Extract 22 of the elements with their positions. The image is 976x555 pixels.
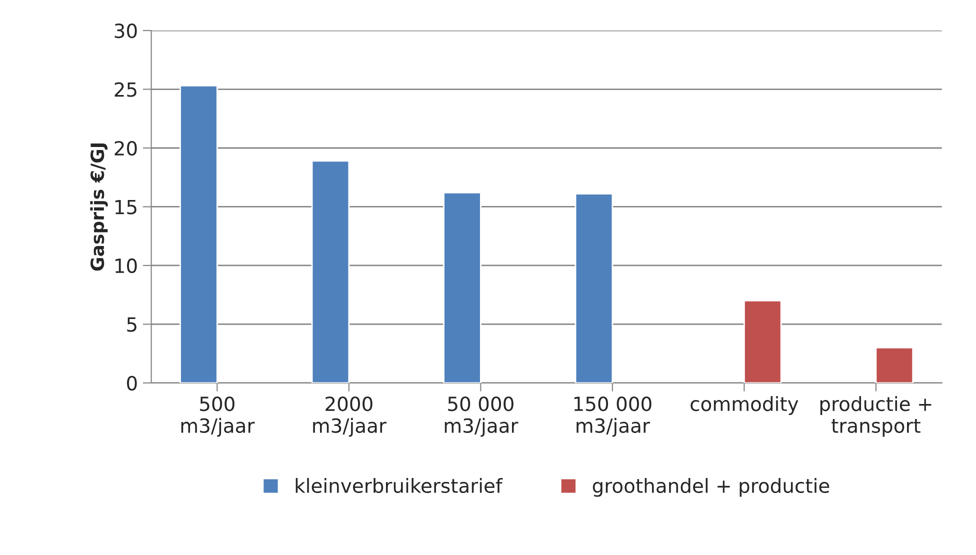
bar <box>443 192 482 383</box>
x-tick-label: 2000 m3/jaar <box>313 396 386 437</box>
legend-label: kleinverbruikerstarief <box>296 478 503 494</box>
y-tick-label: 30 <box>114 23 137 38</box>
bar <box>744 300 782 383</box>
x-tick-label: 500 m3/jaar <box>181 396 255 437</box>
legend-label: groothandel + productie <box>592 478 830 497</box>
y-tick-label: 15 <box>115 200 136 214</box>
y-tick-label: 5 <box>127 317 136 332</box>
bar <box>875 347 914 383</box>
y-tick-label: 10 <box>115 258 137 274</box>
x-tick-label: productie + transport <box>820 396 932 437</box>
bar <box>180 85 218 383</box>
y-tick-label: 20 <box>114 140 137 156</box>
y-axis-title: Gasprijs €/GJ <box>90 144 108 271</box>
y-tick-label: 0 <box>126 376 137 391</box>
bar <box>311 160 350 383</box>
bar <box>574 193 614 383</box>
x-tick-label: commodity <box>690 396 798 415</box>
x-tick-label: 150 000 m3/jaar <box>574 396 652 437</box>
x-tick-label: 50 000 m3/jaar <box>444 396 518 437</box>
y-tick-label: 25 <box>114 82 136 97</box>
